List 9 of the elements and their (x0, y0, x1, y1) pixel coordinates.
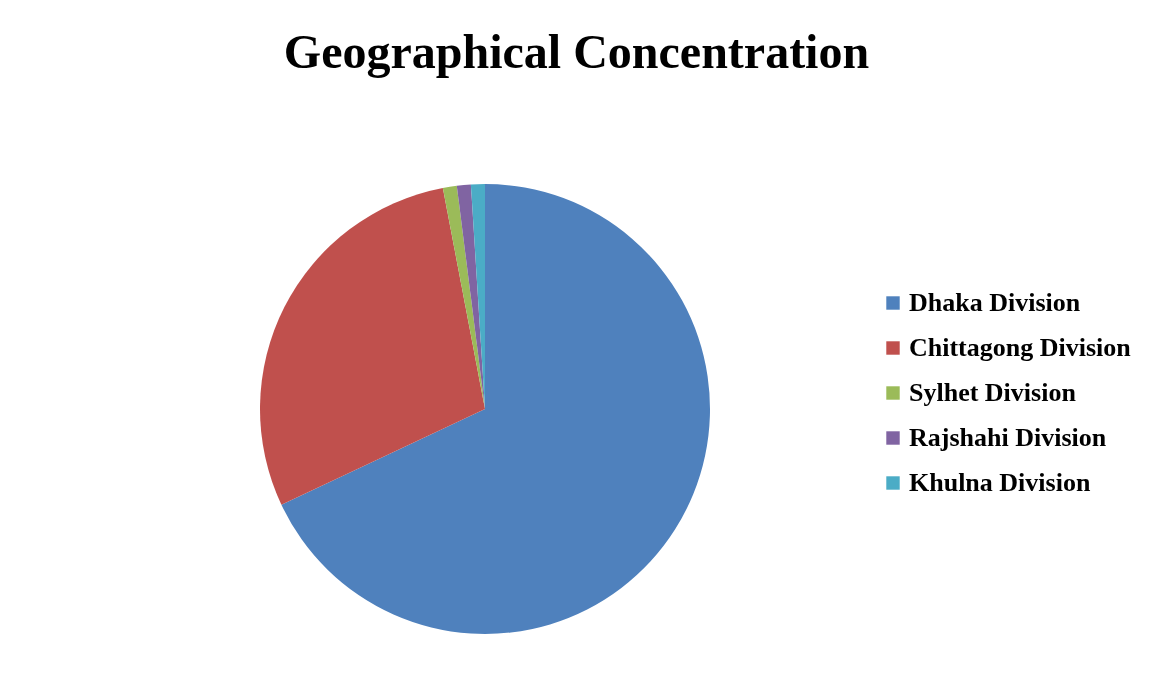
pie-slice (260, 187, 485, 505)
pie-slice (442, 185, 485, 409)
legend-label: Dhaka Division (909, 288, 1081, 317)
legend-label: Sylhet Division (909, 378, 1077, 407)
pie-slice (281, 184, 710, 634)
legend-label: Rajshahi Division (909, 423, 1107, 452)
legend-label: Khulna Division (909, 468, 1091, 497)
chart-title: Geographical Concentration (283, 25, 870, 78)
legend-label: Chittagong Division (909, 333, 1132, 362)
